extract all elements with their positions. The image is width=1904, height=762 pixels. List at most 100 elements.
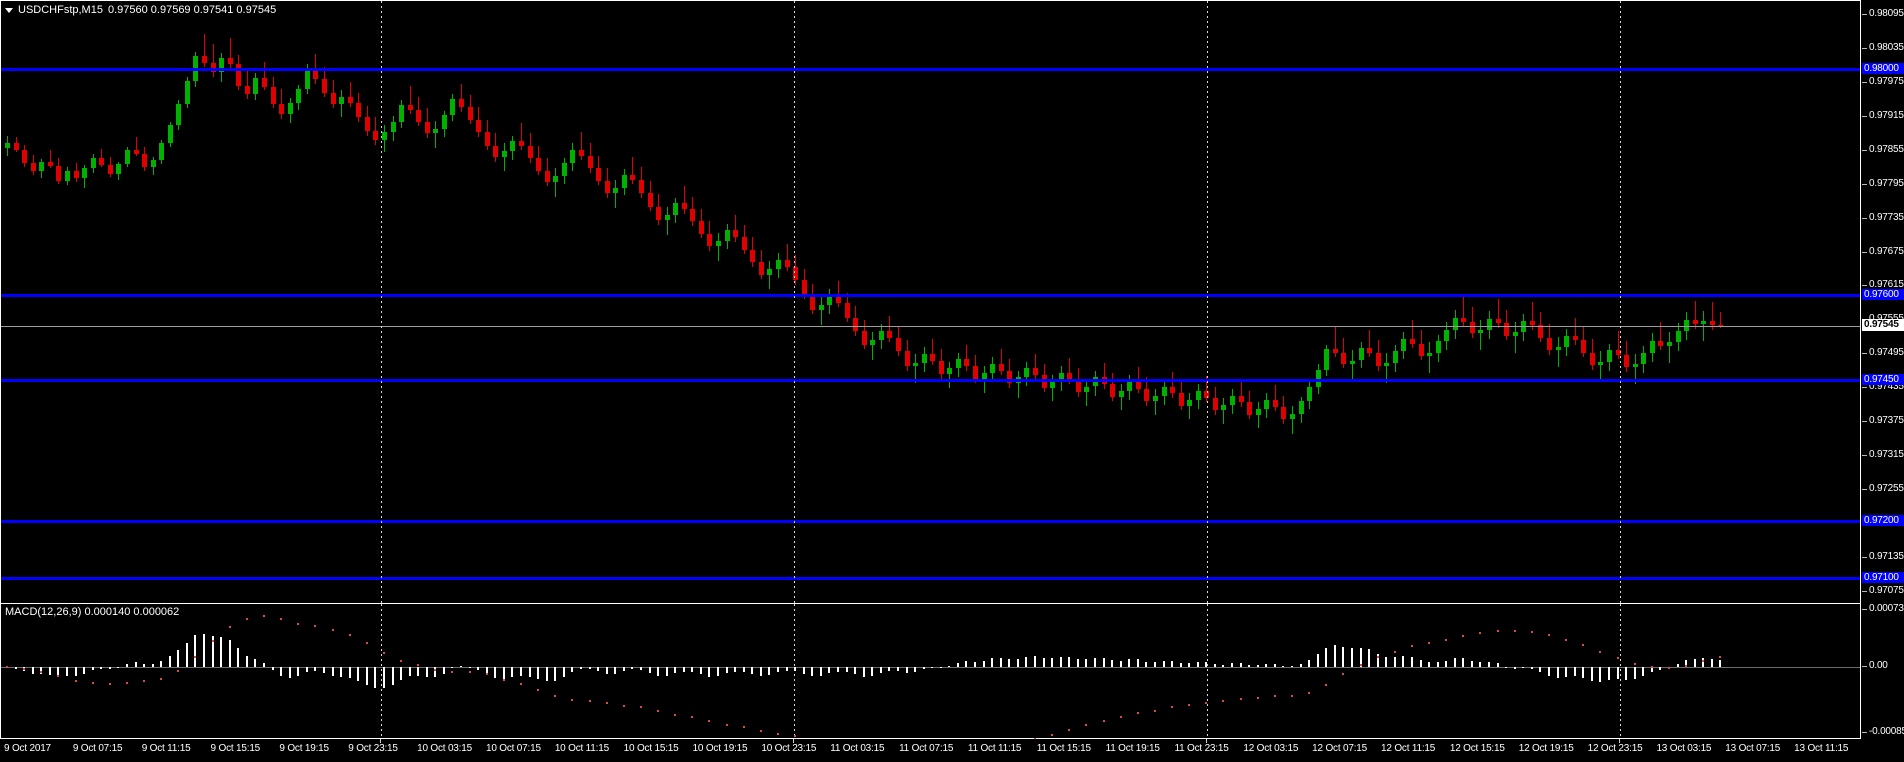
day-separator-line [794, 1, 795, 603]
horizontal-level-line[interactable] [1, 293, 1860, 297]
macd-histogram-bar [1119, 660, 1122, 668]
candlestick [501, 1, 507, 603]
macd-signal-line-point [1582, 643, 1585, 646]
triangle-down-icon[interactable] [5, 7, 13, 13]
candlestick [810, 1, 816, 603]
macd-histogram-bar [1076, 658, 1079, 668]
macd-histogram-bar [614, 667, 617, 674]
macd-histogram-bar [999, 657, 1002, 668]
macd-histogram-bar [956, 662, 959, 668]
candlestick [1547, 1, 1553, 603]
candlestick [793, 1, 799, 603]
macd-signal-line-point [1205, 701, 1208, 704]
macd-histogram-bar [1607, 667, 1610, 680]
macd-histogram-bar [100, 667, 103, 669]
price-scale-tick [1862, 590, 1867, 592]
macd-histogram-bar [477, 667, 480, 671]
candlestick [244, 1, 250, 603]
price-scale-tick [1862, 455, 1867, 457]
macd-histogram-bar [468, 667, 471, 669]
level-price-tag[interactable]: 0.97600 [1862, 288, 1904, 300]
candlestick [1478, 1, 1484, 603]
candlestick [73, 1, 79, 603]
candlestick [441, 1, 447, 603]
price-scale-label: 0.98095 [1869, 8, 1904, 20]
macd-histogram-bar [494, 667, 497, 678]
day-separator-line [1207, 1, 1208, 603]
level-price-tag[interactable]: 0.97200 [1862, 515, 1904, 527]
candlestick [1384, 1, 1390, 603]
candlestick [1349, 1, 1355, 603]
ohlc-values: 0.97560 0.97569 0.97541 0.97545 [107, 3, 277, 16]
macd-histogram-bar [1325, 648, 1328, 668]
macd-indicator-pane[interactable]: MACD(12,26,9) 0.000140 0.000062 [1, 604, 1860, 761]
price-scale-label: 0.97855 [1869, 143, 1904, 155]
candlestick [827, 1, 833, 603]
macd-histogram-bar [1051, 658, 1054, 668]
macd-signal-line-point [485, 673, 488, 676]
macd-scale-tick [1862, 732, 1867, 734]
candlestick [1538, 1, 1544, 603]
level-price-tag[interactable]: 0.97450 [1862, 373, 1904, 385]
candlestick [1375, 1, 1381, 603]
macd-signal-line-point [451, 671, 454, 673]
horizontal-level-line[interactable] [1, 378, 1860, 382]
macd-histogram-bar [1145, 661, 1148, 668]
price-scale-label: 0.97795 [1869, 177, 1904, 189]
candlestick [630, 1, 636, 603]
macd-histogram-bar [340, 667, 343, 678]
macd-signal-line-point [1479, 632, 1482, 635]
horizontal-level-line[interactable] [1, 576, 1860, 580]
price-chart-pane[interactable] [1, 1, 1860, 603]
level-price-tag[interactable]: 0.98000 [1862, 62, 1904, 74]
time-axis-label: 9 Oct 11:15 [141, 743, 191, 754]
candlestick [433, 1, 439, 603]
price-scale-tick [1862, 115, 1867, 117]
macd-signal-line-point [1548, 633, 1551, 636]
macd-signal-line-point [245, 618, 248, 621]
macd-histogram-bar [879, 667, 882, 673]
price-scale[interactable]: 0.98095 0.98035 0.97975 0.97915 0.97855 0.977… [1862, 0, 1904, 739]
candlestick [510, 1, 516, 603]
price-scale-tick [1862, 421, 1867, 423]
candlestick [142, 1, 148, 603]
candlestick [801, 1, 807, 603]
candlestick [1341, 1, 1347, 603]
price-scale-label: 0.97615 [1869, 279, 1904, 291]
candlestick [553, 1, 559, 603]
candlestick [82, 1, 88, 603]
candlestick [1230, 1, 1236, 603]
macd-signal-line-point [1273, 695, 1276, 698]
time-axis-label: 11 Oct 07:15 [899, 743, 954, 754]
horizontal-level-line[interactable] [1, 67, 1860, 71]
time-axis[interactable]: 9 Oct 2017 9 Oct 07:15 9 Oct 11:15 9 Oct 15… [0, 739, 1904, 762]
macd-histogram-bar [305, 667, 308, 672]
horizontal-level-line[interactable] [1, 520, 1860, 524]
time-axis-label: 11 Oct 11:15 [967, 743, 1022, 754]
macd-histogram-bar [545, 667, 548, 682]
candlestick [664, 1, 670, 603]
candlestick [356, 1, 362, 603]
candlestick [1033, 1, 1039, 603]
macd-histogram-bar [588, 667, 591, 670]
candlestick [219, 1, 225, 603]
macd-histogram-bar [382, 667, 385, 689]
level-price-tag[interactable]: 0.97100 [1862, 571, 1904, 583]
macd-signal-line-point [348, 633, 351, 636]
macd-histogram-bar [1179, 663, 1182, 668]
macd-histogram-bar [91, 667, 94, 671]
candlestick [287, 1, 293, 603]
chart-frame[interactable]: MACD(12,26,9) 0.000140 0.000062 USDCHFst… [0, 0, 1861, 761]
candlestick [484, 1, 490, 603]
macd-signal-line-point [1702, 660, 1705, 663]
day-separator-line [381, 604, 382, 739]
price-scale-tick [1862, 48, 1867, 50]
price-scale-label: 0.97555 [1869, 314, 1904, 324]
macd-histogram-bar [1419, 660, 1422, 668]
candlestick [776, 1, 781, 603]
candlestick [604, 1, 610, 603]
macd-histogram-bar [896, 667, 899, 672]
candlestick [1332, 1, 1338, 603]
candlestick [47, 1, 53, 603]
macd-scale-label: 0.000738 [1869, 603, 1904, 615]
